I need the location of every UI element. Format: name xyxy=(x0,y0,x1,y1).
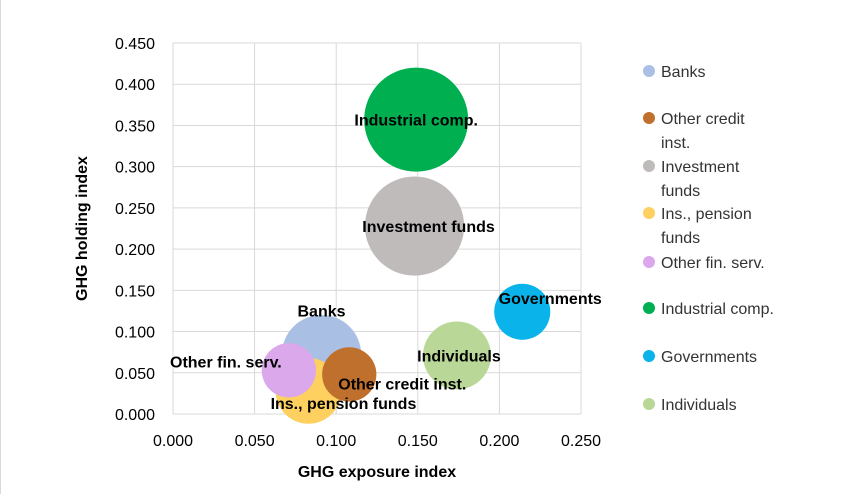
legend: Banks Other credit inst. Investment funds Ins… xyxy=(643,64,774,414)
bubble-industrial-comp xyxy=(364,67,469,172)
x-tick-label: 0.000 xyxy=(153,433,193,450)
legend-marker xyxy=(643,398,655,410)
data-label-investment-funds: Investment funds xyxy=(362,219,495,236)
x-tick-label: 0.150 xyxy=(398,433,438,450)
y-tick-label: 0.250 xyxy=(115,201,155,218)
bubble-governments xyxy=(494,283,551,340)
legend-label: Industrial comp. xyxy=(661,301,774,318)
data-label-individuals: Individuals xyxy=(417,348,501,365)
legend-label: Other credit inst. xyxy=(661,111,745,152)
bubble-other-credit-inst xyxy=(322,347,377,402)
data-label-ins-pension-funds: Ins., pension funds xyxy=(271,396,417,413)
x-tick-label: 0.200 xyxy=(479,433,519,450)
legend-label: Ins., pension funds xyxy=(661,206,752,247)
legend-label: Investment funds xyxy=(661,159,740,200)
legend-label: Individuals xyxy=(661,397,737,414)
y-tick-label: 0.300 xyxy=(115,160,155,177)
axes: 0.000 0.050 0.100 0.150 0.200 0.250 0.000 0.050… xyxy=(74,36,601,481)
legend-label: Banks xyxy=(661,64,705,81)
legend-marker xyxy=(643,350,655,362)
data-label-other-fin-serv: Other fin. serv. xyxy=(170,354,282,371)
y-tick-label: 0.350 xyxy=(115,118,155,135)
y-tick-label: 0.400 xyxy=(115,77,155,94)
legend-marker xyxy=(643,256,655,268)
y-tick-label: 0.100 xyxy=(115,325,155,342)
x-tick-label: 0.050 xyxy=(235,433,275,450)
legend-item-ins-pension-funds: Ins., pension funds xyxy=(643,206,752,247)
data-label-banks: Banks xyxy=(297,304,345,321)
bubbles xyxy=(261,67,551,424)
data-label-industrial-comp: Industrial comp. xyxy=(354,113,478,130)
legend-marker xyxy=(643,207,655,219)
y-tick-label: 0.450 xyxy=(115,36,155,53)
x-tick-label: 0.100 xyxy=(316,433,356,450)
bubble-individuals xyxy=(422,321,491,390)
data-label-other-credit-inst: Other credit inst. xyxy=(338,376,466,393)
y-tick-label: 0.050 xyxy=(115,366,155,383)
bubble-investment-funds xyxy=(364,176,465,276)
legend-marker xyxy=(643,65,655,77)
legend-item-individuals: Individuals xyxy=(643,397,737,414)
bubble-other-fin-serv xyxy=(261,343,317,398)
data-labels: Banks Other credit inst. Investment funds I… xyxy=(170,113,602,413)
legend-item-banks: Banks xyxy=(643,64,705,81)
legend-label: Governments xyxy=(661,349,757,366)
y-tick-label: 0.000 xyxy=(115,407,155,424)
legend-item-investment-funds: Investment funds xyxy=(643,159,740,200)
legend-item-industrial-comp: Industrial comp. xyxy=(643,301,774,318)
legend-item-other-fin-serv: Other fin. serv. xyxy=(643,255,765,272)
x-tick-label: 0.250 xyxy=(561,433,601,450)
legend-marker xyxy=(643,112,655,124)
y-tick-label: 0.200 xyxy=(115,242,155,259)
legend-item-governments: Governments xyxy=(643,349,757,366)
y-tick-label: 0.150 xyxy=(115,283,155,300)
legend-item-other-credit-inst: Other credit inst. xyxy=(643,111,745,152)
legend-marker xyxy=(643,302,655,314)
x-axis-title: GHG exposure index xyxy=(298,464,456,481)
y-axis-title: GHG holding index xyxy=(74,156,91,301)
legend-label: Other fin. serv. xyxy=(661,255,765,272)
legend-marker xyxy=(643,160,655,172)
data-label-governments: Governments xyxy=(499,291,602,308)
